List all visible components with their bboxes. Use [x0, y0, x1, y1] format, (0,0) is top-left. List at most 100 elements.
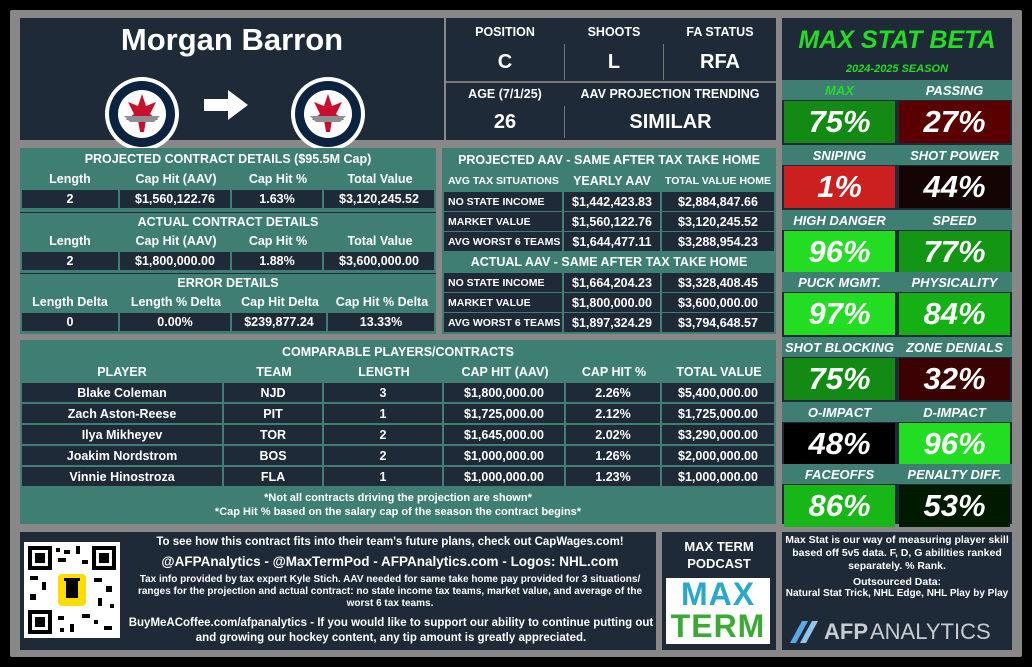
- tax-row-value: $1,644,477.11: [564, 232, 660, 251]
- comparable-total: $3,290,000.00: [662, 425, 774, 444]
- comparable-team: NJD: [224, 383, 322, 402]
- fa-status-value: RFA: [700, 50, 740, 73]
- logo-term: TERM: [670, 608, 766, 644]
- comparable-player: Ilya Mikheyev: [22, 425, 222, 444]
- comparable-player: Vinnie Hinostroza: [22, 467, 222, 486]
- maxstat-description: Max Stat is our way of measuring player …: [785, 534, 1009, 572]
- error-value: 0: [22, 313, 118, 331]
- stat-label: PUCK MGMT.: [782, 272, 897, 292]
- stat-label: O-IMPACT: [782, 402, 897, 422]
- fa-status-label: FA STATUS: [686, 25, 754, 39]
- tax-panel: PROJECTED AAV - SAME AFTER TAX TAKE HOME…: [442, 148, 776, 334]
- footer-panel: To see how this contract fits into their…: [20, 532, 656, 650]
- comparables-note: *Cap Hit % based on the salary cap of th…: [214, 506, 582, 518]
- tax-row-value: $3,288,954.23: [662, 232, 774, 251]
- tax-row-value: $1,442,423.83: [564, 192, 660, 211]
- comparable-team: FLA: [224, 467, 322, 486]
- socials-text: @AFPAnalytics - @MaxTermPod - AFPAnalyti…: [161, 554, 619, 569]
- stat-value: 27%: [899, 101, 1010, 143]
- comparable-cap-hit: $1,000,000.00: [444, 446, 564, 465]
- comparable-cap-pct: 1.23%: [566, 467, 660, 486]
- tax-row-label: AVG WORST 6 TEAMS: [444, 232, 562, 251]
- tax-actual-title: ACTUAL AAV - SAME AFTER TAX TAKE HOME: [470, 255, 748, 269]
- projected-value: $1,560,122.76: [120, 190, 230, 208]
- podcast-panel: MAX TERM PODCAST MAX TERM: [662, 532, 776, 650]
- player-header: Morgan Barron: [20, 18, 444, 151]
- error-header: Length % Delta: [130, 295, 222, 309]
- stat-value: 75%: [784, 101, 895, 143]
- age-value: 26: [493, 110, 517, 133]
- afp-logo: AFP ANALYTICS: [790, 618, 1004, 646]
- projected-value: $3,120,245.52: [324, 190, 434, 208]
- stat-label: HIGH DANGER: [782, 210, 897, 230]
- tax-header: AVG TAX SITUATIONS: [448, 175, 559, 187]
- page-title: Morgan Barron: [120, 22, 344, 57]
- maxstat-season: 2024-2025 SEASON: [845, 63, 949, 75]
- age-label: AGE (7/1/25): [468, 87, 542, 101]
- stat-label: PHYSICALITY: [897, 272, 1012, 292]
- stat-value: 44%: [899, 166, 1010, 208]
- projected-title: PROJECTED CONTRACT DETAILS ($95.5M Cap): [84, 152, 372, 166]
- position-label: POSITION: [475, 25, 535, 39]
- tax-projected-title: PROJECTED AAV - SAME AFTER TAX TAKE HOME: [458, 153, 760, 167]
- tax-info-text: Tax info provided by tax expert Kyle Sti…: [137, 574, 643, 609]
- stat-value: 77%: [899, 231, 1010, 273]
- comparables-header: TOTAL VALUE: [676, 365, 762, 379]
- stat-label: D-IMPACT: [897, 402, 1012, 422]
- comparables-header: TEAM: [256, 365, 292, 379]
- stat-label: MAX: [782, 80, 897, 100]
- actual-header: Length: [49, 234, 91, 248]
- comparable-player: Joakim Nordstrom: [22, 446, 222, 465]
- comparable-cap-hit: $1,645,000.00: [444, 425, 564, 444]
- tax-row-value: $3,600,000.00: [662, 293, 774, 312]
- tax-row-value: $1,800,000.00: [564, 293, 660, 312]
- projected-value: 2: [22, 190, 118, 208]
- jets-logo-icon: [291, 77, 365, 151]
- stat-value: 1%: [784, 166, 895, 208]
- comparable-total: $1,000,000.00: [662, 467, 774, 486]
- comparable-length: 2: [324, 446, 442, 465]
- coffee-text: BuyMeACoffee.com/afpanalytics - If you w…: [128, 617, 654, 644]
- trend-label: AAV PROJECTION TRENDING: [580, 87, 760, 101]
- comparables-title: COMPARABLE PLAYERS/CONTRACTS: [282, 345, 514, 359]
- comparable-team: TOR: [224, 425, 322, 444]
- stat-label: PASSING: [897, 80, 1012, 100]
- actual-header: Cap Hit (AAV): [135, 234, 217, 248]
- comparables-panel: COMPARABLE PLAYERS/CONTRACTS PLAYER TEAM…: [20, 340, 776, 524]
- error-value: 0.00%: [120, 313, 230, 331]
- tax-row-value: $1,897,324.29: [564, 313, 660, 332]
- stat-value: 97%: [784, 293, 895, 335]
- stat-label: SPEED: [897, 210, 1012, 230]
- comparable-length: 3: [324, 383, 442, 402]
- comparables-header: PLAYER: [97, 365, 147, 379]
- stat-value: 96%: [899, 423, 1010, 465]
- comparable-length: 1: [324, 404, 442, 423]
- comparable-length: 1: [324, 467, 442, 486]
- stat-label: SNIPING: [782, 145, 897, 165]
- contract-details-panel: PROJECTED CONTRACT DETAILS ($95.5M Cap) …: [20, 148, 436, 334]
- stat-label: ZONE DENIALS: [897, 337, 1012, 357]
- qr-code-icon: [24, 542, 120, 638]
- tax-row-label: AVG WORST 6 TEAMS: [444, 313, 562, 332]
- comparable-player: Zach Aston-Reese: [22, 404, 222, 423]
- position-value: C: [497, 50, 513, 73]
- comparable-total: $2,000,000.00: [662, 446, 774, 465]
- tax-row-label: NO STATE INCOME: [444, 192, 562, 211]
- maxstat-title: MAX STAT BETA: [798, 25, 996, 54]
- tax-row-value: $1,664,204.23: [564, 273, 660, 292]
- comparable-player: Blake Coleman: [22, 383, 222, 402]
- stat-label: SHOT BLOCKING: [782, 337, 897, 357]
- stat-value: 75%: [784, 358, 895, 400]
- afp-logo-text-b: ANALYTICS: [870, 619, 991, 644]
- comparable-cap-pct: 1.26%: [566, 446, 660, 465]
- player-info-grid: POSITION SHOOTS FA STATUS C L RFA AGE (7…: [446, 18, 776, 140]
- actual-value: $3,600,000.00: [324, 252, 434, 270]
- stat-value: 86%: [784, 485, 895, 527]
- tax-row-value: $3,328,408.45: [662, 273, 774, 292]
- projected-header: Cap Hit (AAV): [135, 172, 217, 186]
- arrow-right-icon: [204, 90, 248, 120]
- actual-title: ACTUAL CONTRACT DETAILS: [20, 212, 436, 230]
- capwages-text: To see how this contract fits into their…: [156, 536, 624, 548]
- logo-max: MAX: [680, 576, 756, 612]
- maxstat-info-panel: Max Stat is our way of measuring player …: [782, 532, 1012, 650]
